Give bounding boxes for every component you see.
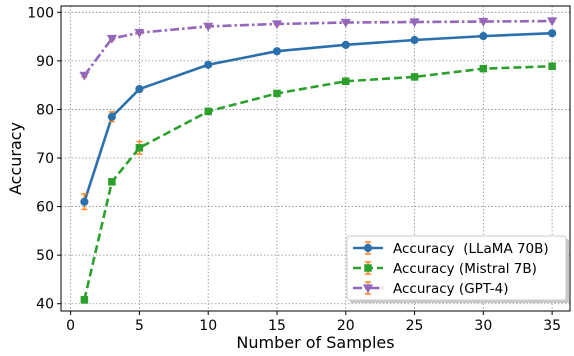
y-tick-label: 100 [27,5,54,21]
y-tick-label: 40 [36,297,54,313]
x-tick-label: 5 [135,318,144,334]
data-point [204,60,213,69]
data-point [79,71,90,81]
data-point [106,34,117,44]
y-tick-label: 90 [36,54,54,70]
axes: 0 5 10 15 20 25 30 35 40 50 60 70 80 90 100 [27,5,571,334]
legend-label: Accuracy (GPT-4) [393,281,509,297]
data-point [342,77,350,86]
legend-box [346,235,567,301]
y-tick-label: 80 [36,102,54,118]
data-point [107,112,117,121]
data-point [203,22,214,32]
data-point [479,32,488,41]
data-point [135,84,144,94]
legend-entry-2: Accuracy (GPT-4) [353,281,509,297]
data-point [548,29,557,38]
y-tick-label: 60 [36,200,54,216]
x-tick-label: 10 [199,318,217,334]
series-2 [79,17,558,81]
y-axis-label: Accuracy [6,122,25,195]
data-point [340,18,351,28]
legend-entry-0: Accuracy (LLaMA 70B) [353,241,549,257]
data-point [478,17,489,27]
x-tick-label: 20 [337,318,355,334]
legend-swatch-marker [363,243,373,253]
legend-swatch-marker [364,264,372,272]
data-point [135,144,144,152]
x-tick-label: 0 [66,318,75,334]
data-point [548,62,556,70]
legend-entry-1: Accuracy (Mistral 7B) [353,261,537,277]
x-tick-label: 30 [474,318,492,334]
data-point [271,20,283,30]
series-0 [80,29,557,211]
legend: Accuracy (LLaMA 70B) Accuracy (Mistral 7B… [346,235,569,303]
data-point [410,73,419,81]
data-point [479,64,488,73]
data-point [410,35,419,45]
x-axis-label: Number of Samples [236,333,394,352]
legend-label: Accuracy (Mistral 7B) [393,261,537,277]
data-point [108,178,116,186]
data-point [134,29,145,38]
legend-label: Accuracy (LLaMA 70B) [393,241,549,257]
x-tick-label: 15 [268,318,286,334]
data-point [272,47,282,56]
data-point [409,18,420,28]
data-point [273,89,281,98]
data-point [341,40,350,49]
y-tick-label: 50 [36,248,54,264]
series-1 [80,62,556,304]
x-tick-label: 35 [543,318,561,334]
data-point [547,17,558,27]
data-point [204,107,212,116]
legend-swatch-marker [362,284,374,294]
series-layer [79,17,558,304]
data-point [80,197,89,206]
y-tick-label: 70 [36,151,54,167]
data-point [80,296,89,304]
x-tick-label: 25 [406,318,424,334]
